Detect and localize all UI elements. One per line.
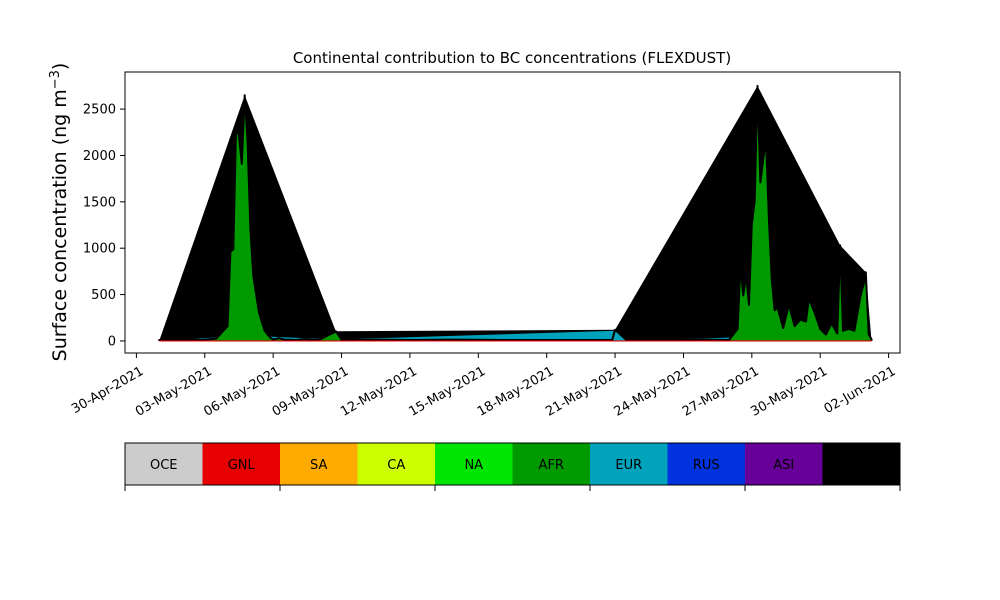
- y-tick-label: 2500: [83, 103, 116, 118]
- x-tick-label: 02-Jun-2021: [822, 364, 899, 417]
- legend: OCE GNL SA CA NA AFR EUR RUS ASI AUS: [124, 442, 901, 491]
- legend-label-asi: ASI: [773, 458, 794, 473]
- legend-swatch-afr: [512, 443, 591, 485]
- x-tick-label: 15-May-2021: [407, 364, 489, 420]
- legend-label-afr: AFR: [539, 458, 564, 473]
- x-tick-label: 09-May-2021: [270, 364, 352, 420]
- x-axis: 30-Apr-202103-May-202106-May-202109-May-…: [69, 353, 898, 420]
- legend-swatch-asi: [745, 443, 823, 485]
- legend-swatch-rus: [667, 443, 746, 485]
- legend-label-oce: OCE: [150, 458, 178, 473]
- x-tick-label: 12-May-2021: [338, 364, 420, 420]
- legend-frame: [124, 442, 901, 486]
- plot-frame: [124, 71, 901, 354]
- x-tick-label: 18-May-2021: [475, 364, 557, 420]
- x-tick-label: 30-May-2021: [748, 364, 830, 420]
- legend-label-ca: CA: [387, 458, 405, 473]
- legend-label-eur: EUR: [615, 458, 642, 473]
- y-tick-label: 500: [91, 288, 116, 303]
- legend-swatch-ca: [357, 443, 436, 485]
- legend-swatch-sa: [280, 443, 358, 485]
- chart-title: Continental contribution to BC concentra…: [293, 49, 731, 67]
- y-axis-label: Surface concentration (ng m−3): [48, 63, 71, 362]
- legend-label-aus: AUS: [848, 458, 875, 473]
- legend-swatch-oce: [125, 443, 203, 485]
- y-tick-label: 0: [108, 334, 116, 349]
- x-tick-label: 21-May-2021: [543, 364, 625, 420]
- legend-swatch-gnl: [202, 443, 281, 485]
- y-tick-label: 2000: [83, 149, 116, 164]
- legend-label-gnl: GNL: [228, 458, 256, 473]
- x-tick-label: 24-May-2021: [612, 364, 694, 420]
- legend-label-rus: RUS: [693, 458, 720, 473]
- legend-label-sa: SA: [310, 458, 327, 473]
- legend-swatch-na: [435, 443, 513, 485]
- series-aus-area: [159, 85, 872, 341]
- x-tick-label: 06-May-2021: [201, 364, 283, 420]
- total-outline: [158, 84, 873, 341]
- x-tick-label: 03-May-2021: [133, 364, 215, 420]
- legend-swatch-eur: [590, 443, 668, 485]
- x-tick-label: 27-May-2021: [680, 364, 762, 420]
- legend-swatch-aus: [822, 443, 901, 485]
- legend-label-na: NA: [464, 458, 483, 473]
- plot-area: [158, 84, 873, 342]
- y-tick-label: 1000: [83, 242, 116, 257]
- series-afr-area: [159, 104, 872, 341]
- y-tick-label: 1500: [83, 195, 116, 210]
- y-axis: 0 500 1000 1500 2000 2500: [83, 103, 125, 349]
